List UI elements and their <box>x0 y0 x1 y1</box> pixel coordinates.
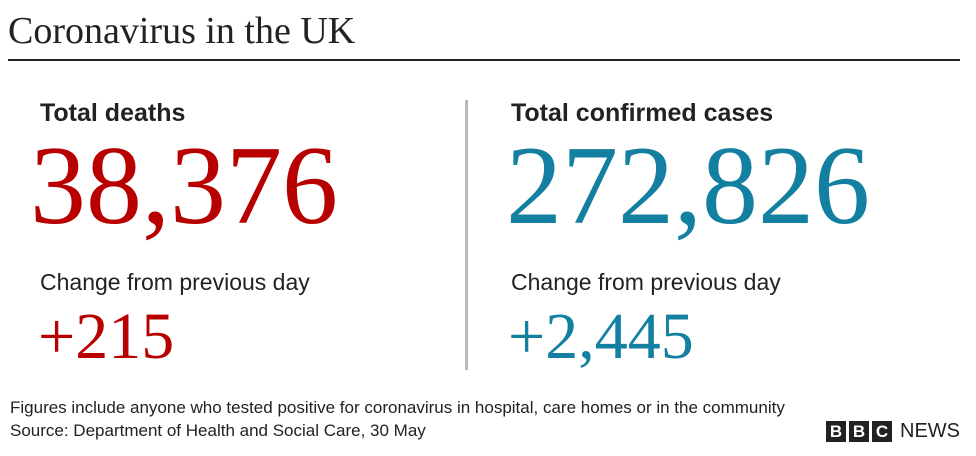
source: Source: Department of Health and Social … <box>10 421 426 440</box>
panel-total: 272,826 <box>506 124 870 248</box>
change-label: Change from previous day <box>511 269 781 295</box>
logo-box: B <box>849 421 869 442</box>
logo: B B C NEWS <box>826 421 960 442</box>
panel-label: Total confirmed cases <box>511 99 774 127</box>
logo-box: B <box>826 421 846 442</box>
change-label: Change from previous day <box>40 269 310 295</box>
title: Coronavirus in the UK <box>8 10 356 52</box>
panel-label: Total deaths <box>40 99 186 127</box>
panel-change: +2,445 <box>508 300 694 373</box>
panel-change: +215 <box>38 300 175 373</box>
logo-text: NEWS <box>900 420 960 442</box>
title-rule <box>8 59 960 61</box>
divider <box>465 100 468 370</box>
logo-box: C <box>872 421 892 442</box>
panel-total: 38,376 <box>30 124 338 248</box>
footnote: Figures include anyone who tested positi… <box>10 398 785 417</box>
